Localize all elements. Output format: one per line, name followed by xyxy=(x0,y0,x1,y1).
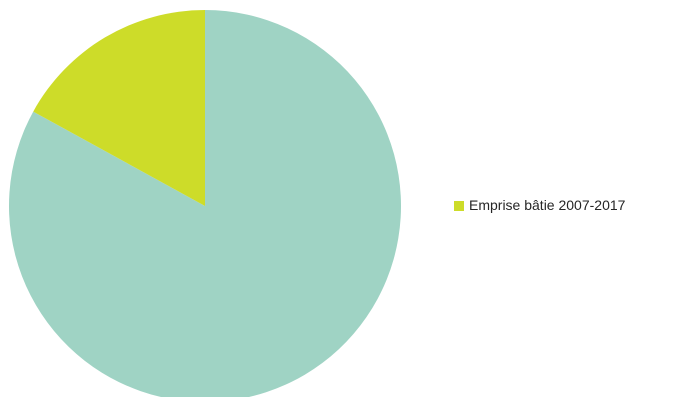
pie-slice-1 xyxy=(33,10,205,206)
legend-swatch-emprise-batie xyxy=(454,201,464,211)
legend: Emprise bâtie 2007-2017 xyxy=(454,197,626,213)
pie-slices xyxy=(9,10,401,397)
pie-slice-0 xyxy=(9,10,401,397)
legend-label-emprise-batie: Emprise bâtie 2007-2017 xyxy=(469,197,626,213)
